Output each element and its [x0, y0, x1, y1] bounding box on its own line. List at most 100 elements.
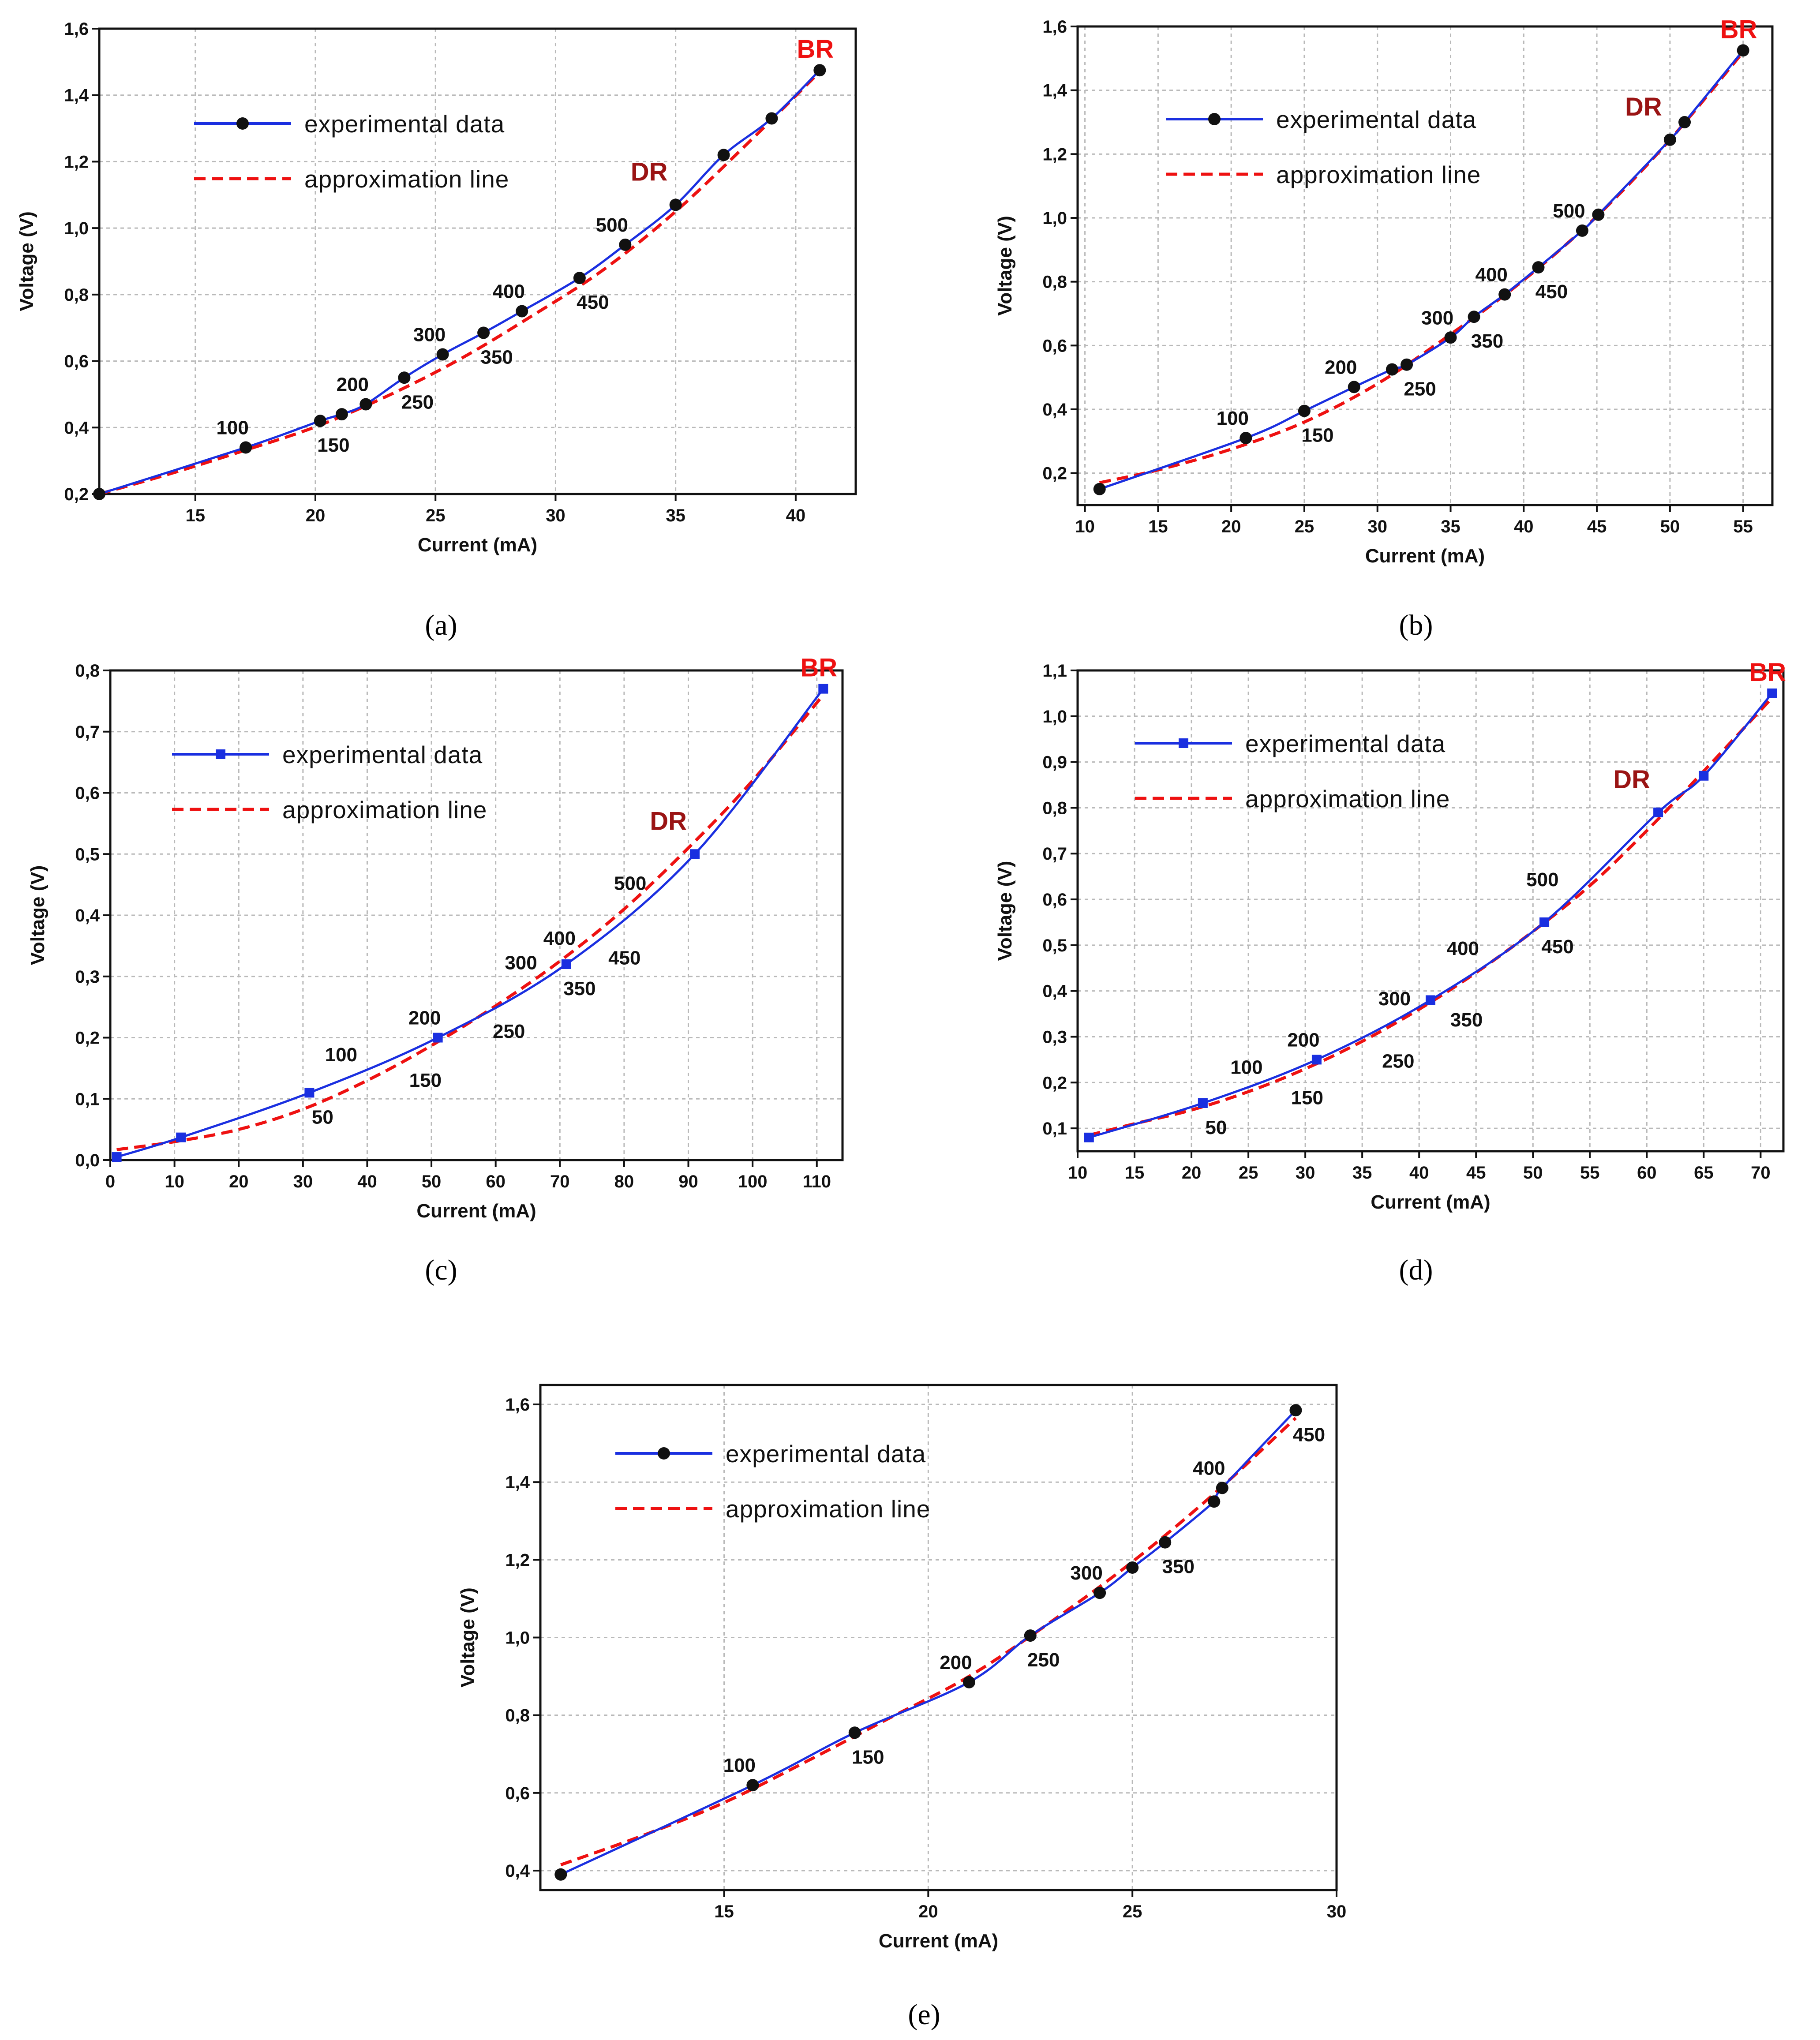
plot-frame-d [1076, 669, 1785, 1153]
y-tick-label-e: 1,4 [505, 1473, 530, 1492]
y-tick-label-e: 0,8 [505, 1706, 530, 1726]
dr-label-b: DR [1625, 93, 1662, 121]
data-point-b [1532, 261, 1545, 274]
br-label-d: BR [1749, 658, 1786, 687]
x-tick-label-c: 0 [105, 1172, 115, 1191]
x-tick-label-c: 90 [678, 1172, 698, 1191]
x-tick-label-d: 60 [1637, 1163, 1657, 1183]
data-point-b [1348, 381, 1360, 393]
data-point-b [1401, 358, 1413, 371]
data-point-e [1216, 1482, 1228, 1494]
chart-c-svg: 0 10 20 30 40 50 60 70 80 90 100 110 0,0 0,1 0,2 0,3 0,4… [27, 654, 844, 1222]
point-label-e: 400 [1193, 1457, 1225, 1479]
x-tick-label-b: 30 [1367, 517, 1387, 536]
point-label-d: 350 [1450, 1009, 1483, 1031]
legend-experimental-label-e: experimental data [726, 1440, 926, 1467]
x-tick-label-b: 25 [1295, 517, 1314, 536]
legend-experimental-marker-e [658, 1447, 670, 1460]
plot-frame-b [1076, 25, 1774, 506]
x-tick-label-a: 30 [546, 506, 565, 525]
point-label-e: 150 [852, 1746, 884, 1768]
legend-e: experimental data approximation line [615, 1440, 930, 1523]
x-tick-label-b: 50 [1660, 517, 1680, 536]
point-label-c: 500 [614, 872, 646, 894]
data-point-a [669, 198, 682, 211]
point-label-c: 200 [408, 1007, 441, 1029]
x-tick-label-b: 20 [1221, 517, 1241, 536]
data-point-b [1592, 208, 1605, 221]
y-tick-label-b: 0,6 [1042, 336, 1067, 356]
data-point-a [314, 415, 326, 427]
panel-label-e: (e) [908, 1999, 940, 2031]
x-tick-label-d: 55 [1580, 1163, 1600, 1183]
x-tick-label-c: 50 [422, 1172, 442, 1191]
panel-label-b: (b) [1399, 609, 1433, 641]
gridlines-a [99, 29, 856, 494]
x-tick-label-c: 110 [802, 1172, 831, 1191]
legend-approximation-label-d: approximation line [1245, 785, 1450, 812]
point-label-b: 500 [1553, 200, 1585, 222]
legend-experimental-marker-a [236, 117, 249, 130]
y-tick-label-e: 1,6 [505, 1395, 530, 1415]
y-tick-label-e: 1,0 [505, 1628, 530, 1648]
point-label-c: 350 [563, 978, 595, 999]
point-label-e: 300 [1070, 1562, 1102, 1584]
data-point-b [1444, 331, 1457, 344]
x-tick-label-c: 30 [293, 1172, 313, 1191]
x-tick-label-d: 45 [1466, 1163, 1486, 1183]
data-point-a [717, 149, 730, 161]
y-tick-label-a: 1,6 [64, 19, 89, 39]
x-axis-title-b: Current (mA) [1365, 545, 1485, 567]
data-point-e [1159, 1536, 1172, 1549]
legend-experimental-marker-b [1208, 113, 1221, 125]
point-label-b: 250 [1404, 378, 1436, 400]
point-label-a: 100 [216, 417, 248, 439]
gridlines-d [1078, 670, 1783, 1151]
y-tick-label-a: 0,4 [64, 418, 89, 438]
point-label-a: 500 [596, 214, 628, 236]
data-point-e [1093, 1587, 1106, 1599]
panel-label-d: (d) [1399, 1254, 1433, 1286]
y-tick-label-d: 0,3 [1042, 1027, 1067, 1047]
point-label-d: 500 [1526, 869, 1558, 891]
point-label-a: 250 [401, 391, 434, 413]
gridlines-b [1078, 26, 1772, 505]
x-tick-label-b: 45 [1587, 517, 1607, 536]
data-point-a [398, 371, 411, 384]
chart-panel-d: 10 15 20 25 30 35 40 45 50 55 60 65 70 0,1 0,2 0,3 0,4 0,… [910, 653, 1820, 1297]
point-label-e: 350 [1162, 1556, 1195, 1578]
x-tick-label-a: 40 [786, 506, 806, 525]
data-point-a [436, 348, 449, 361]
data-point-d [1767, 688, 1777, 698]
y-tick-label-e: 0,4 [505, 1861, 530, 1881]
y-tick-label-d: 0,9 [1042, 753, 1067, 772]
x-tick-label-c: 100 [738, 1172, 768, 1191]
x-axis-title-a: Current (mA) [418, 534, 537, 556]
point-label-d: 300 [1378, 988, 1411, 1010]
point-label-a: 150 [317, 434, 349, 456]
point-label-b: 450 [1535, 281, 1568, 303]
dr-label-c: DR [650, 807, 687, 835]
legend-experimental-marker-c [216, 749, 225, 759]
y-tick-label-d: 1,0 [1042, 707, 1067, 726]
data-point-d [1699, 771, 1709, 781]
y-tick-label-a: 0,6 [64, 352, 89, 371]
data-point-e [746, 1779, 759, 1792]
y-tick-label-d: 0,8 [1042, 798, 1067, 818]
y-tick-label-d: 0,7 [1042, 844, 1067, 864]
legend-b: experimental data approximation line [1166, 106, 1481, 188]
data-point-a [240, 441, 252, 454]
x-tick-label-b: 10 [1075, 517, 1095, 536]
y-axis-title-b: Voltage (V) [994, 216, 1016, 316]
legend-experimental-label-c: experimental data [282, 741, 483, 768]
y-tick-label-d: 0,6 [1042, 890, 1067, 910]
y-tick-label-b: 0,4 [1042, 400, 1067, 419]
x-tick-label-d: 40 [1409, 1163, 1429, 1183]
data-point-b [1678, 116, 1691, 128]
y-tick-label-a: 0,8 [64, 285, 89, 305]
y-tick-label-c: 0,7 [75, 722, 100, 742]
legend-experimental-marker-d [1179, 738, 1188, 748]
y-axis-title-e: Voltage (V) [457, 1587, 479, 1688]
legend-approximation-label-b: approximation line [1276, 161, 1481, 188]
plot-frame-a [98, 27, 857, 495]
